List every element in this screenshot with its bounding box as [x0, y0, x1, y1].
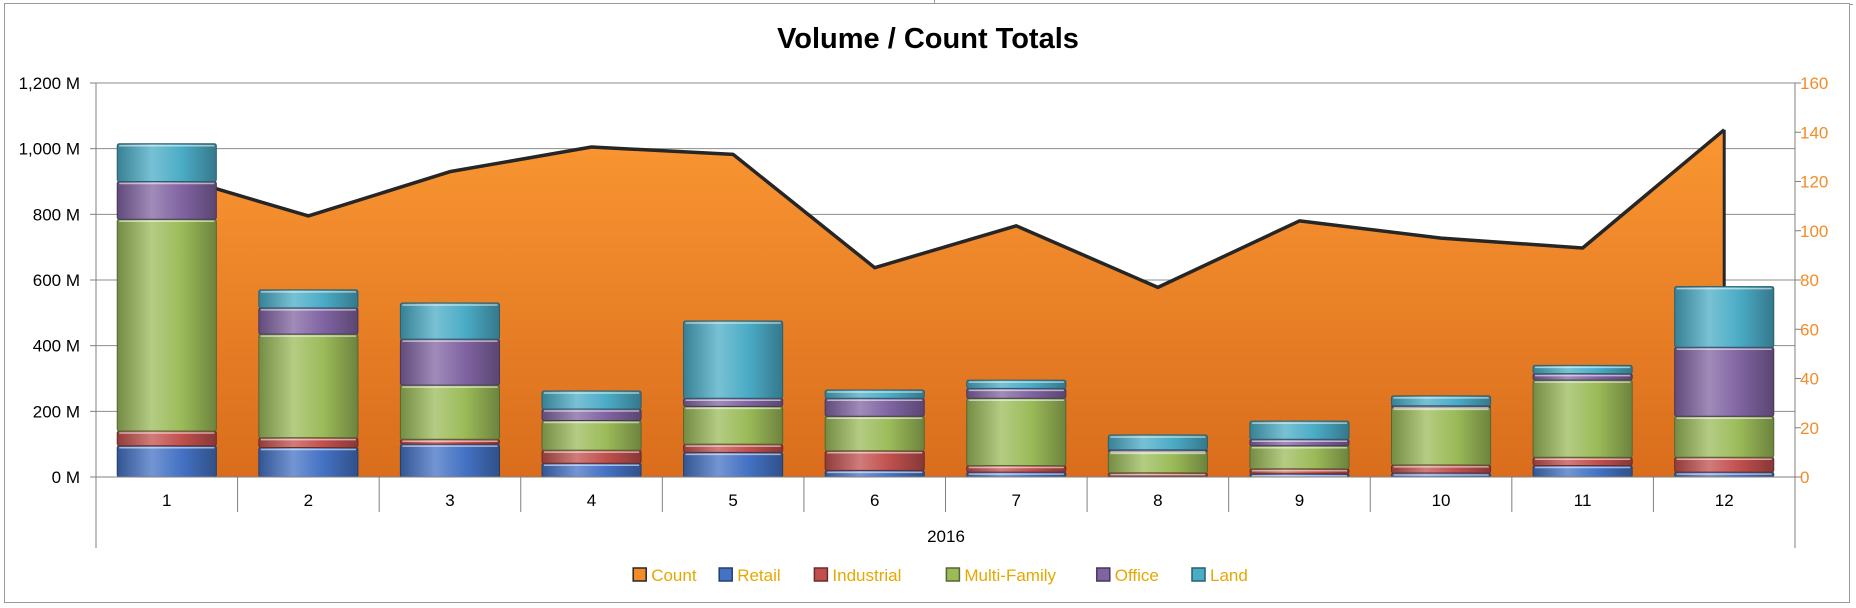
count-line — [166, 128, 1726, 290]
bar-multi-family-7 — [966, 397, 1067, 467]
bar-multi-family-10 — [1390, 406, 1492, 466]
bar-retail-6 — [824, 469, 925, 478]
y2-tick-label: 60 — [1800, 320, 1819, 339]
bar-office-2 — [258, 307, 359, 335]
legend-item-multi-family: Multi-Family — [945, 566, 1057, 585]
y-tick-label: 200 M — [33, 402, 80, 421]
bar-multi-family-4 — [541, 420, 642, 451]
y2-tick-label: 140 — [1800, 123, 1828, 142]
bar-multi-family-6 — [824, 415, 925, 452]
bar-land-4 — [541, 390, 642, 410]
y-tick-label: 0 M — [52, 468, 80, 487]
y-tick-label: 800 M — [33, 205, 80, 224]
y2-tick-label: 40 — [1800, 370, 1819, 389]
bar-multi-family-3 — [399, 384, 501, 440]
bar-multi-family-9 — [1249, 445, 1350, 470]
bar-land-6 — [824, 389, 925, 399]
y2-tick-label: 80 — [1800, 271, 1819, 290]
legend-swatch — [718, 567, 733, 582]
y2-tick-label: 0 — [1800, 468, 1809, 487]
y2-tick-label: 160 — [1800, 74, 1828, 93]
legend-label: Industrial — [832, 566, 901, 585]
bar-land-3 — [399, 302, 501, 340]
bar-industrial-7 — [966, 465, 1067, 473]
legend-swatch — [945, 567, 961, 582]
x-tick-label: 3 — [445, 491, 454, 510]
bar-multi-family-1 — [116, 218, 217, 432]
x-tick-label: 6 — [870, 491, 879, 510]
bar-retail-2 — [258, 446, 359, 478]
bar-layer — [116, 143, 1775, 479]
legend-item-count: Count — [632, 566, 697, 585]
bar-industrial-6 — [824, 450, 925, 471]
x-tick-label: 2 — [304, 491, 313, 510]
bar-office-11 — [1532, 373, 1633, 381]
y-tick-label: 1,000 M — [19, 140, 80, 159]
x-tick-label: 10 — [1432, 491, 1451, 510]
legend-swatch — [1096, 567, 1111, 582]
bar-office-3 — [399, 338, 501, 386]
x-tick-label: 8 — [1153, 491, 1162, 510]
bar-land-11 — [1532, 364, 1633, 375]
y-tick-label: 600 M — [33, 271, 80, 290]
bar-office-12 — [1674, 346, 1775, 417]
legend-label: Land — [1210, 566, 1248, 585]
bar-land-5 — [683, 320, 784, 399]
legend-item-office: Office — [1096, 566, 1159, 585]
legend-label: Retail — [737, 566, 780, 585]
legend: Count Retail Industrial Multi-Family Office L… — [632, 566, 1248, 585]
legend-item-land: Land — [1191, 566, 1248, 585]
legend-label: Office — [1115, 566, 1159, 585]
y2-tick-label: 20 — [1800, 419, 1819, 438]
bar-industrial-5 — [683, 443, 784, 453]
bar-multi-family-5 — [683, 405, 784, 445]
count-area — [166, 129, 1725, 477]
bar-industrial-10 — [1390, 464, 1492, 474]
bar-office-5 — [683, 397, 784, 407]
bar-retail-3 — [399, 443, 501, 478]
legend-item-industrial: Industrial — [813, 566, 901, 585]
y2-tick-label: 100 — [1800, 222, 1828, 241]
bar-office-9 — [1249, 438, 1350, 447]
x-tick-label: 12 — [1715, 491, 1734, 510]
legend-label: Multi-Family — [964, 566, 1056, 585]
bar-land-2 — [258, 289, 359, 309]
bar-industrial-11 — [1532, 456, 1633, 467]
y-tick-label: 400 M — [33, 337, 80, 356]
legend-label: Count — [651, 566, 697, 585]
x-tick-label: 9 — [1295, 491, 1304, 510]
x-group-label: 2016 — [927, 527, 965, 546]
bar-retail-5 — [683, 451, 784, 478]
y2-tick-label: 120 — [1800, 173, 1828, 192]
bar-multi-family-2 — [258, 333, 359, 439]
bar-land-8 — [1107, 434, 1208, 451]
x-tick-label: 5 — [728, 491, 737, 510]
bar-land-7 — [966, 379, 1067, 389]
legend-swatch — [813, 567, 829, 582]
chart-title: Volume / Count Totals — [777, 23, 1079, 55]
legend-item-retail: Retail — [718, 566, 781, 585]
axes: 0 M 200 M 400 M 600 M 800 M 1,000 M 1,200 M 0 20… — [19, 74, 1828, 548]
bar-land-9 — [1249, 420, 1350, 440]
bar-multi-family-11 — [1532, 379, 1633, 458]
bar-multi-family-12 — [1674, 415, 1775, 458]
bar-land-1 — [116, 143, 217, 183]
x-tick-label: 1 — [162, 491, 171, 510]
x-tick-label: 7 — [1012, 491, 1021, 510]
y-tick-label: 1,200 M — [19, 74, 80, 93]
bar-land-12 — [1674, 286, 1775, 348]
bar-office-1 — [116, 181, 217, 220]
legend-swatch — [1191, 567, 1206, 582]
bar-retail-1 — [116, 445, 217, 478]
bar-multi-family-8 — [1107, 450, 1208, 474]
legend-swatch — [632, 567, 647, 582]
x-tick-label: 4 — [587, 491, 596, 510]
x-tick-label: 11 — [1574, 491, 1592, 510]
